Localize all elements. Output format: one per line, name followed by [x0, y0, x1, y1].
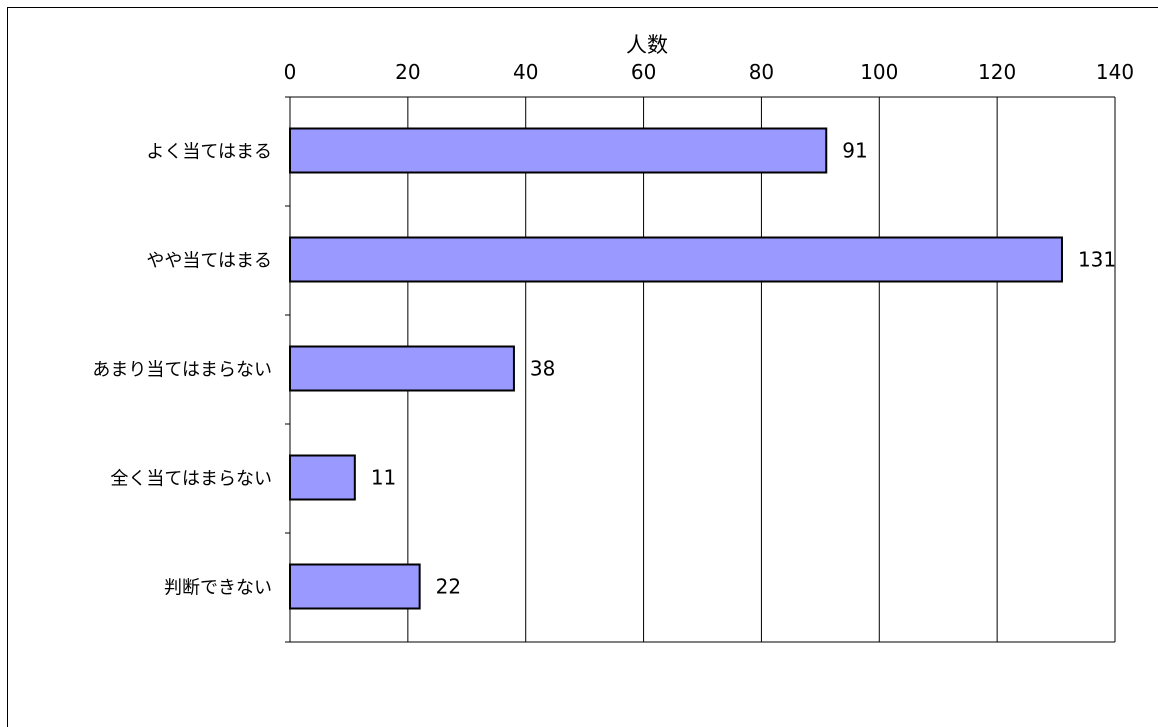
- x-tick-label-140: 140: [1096, 60, 1134, 84]
- chart-frame: [7, 7, 1158, 727]
- bar-4: [289, 563, 421, 610]
- bar-3: [289, 454, 356, 501]
- category-label-1: やや当てはまる: [146, 251, 272, 272]
- category-label-3: 全く当てはまらない: [110, 469, 272, 490]
- bar-1: [289, 236, 1063, 283]
- x-axis-title: 人数: [626, 33, 668, 57]
- x-tick-label-40: 40: [513, 60, 538, 84]
- data-label-1: 131: [1078, 248, 1116, 272]
- x-tick-label-80: 80: [749, 60, 774, 84]
- category-label-2: あまり当てはまらない: [92, 360, 272, 381]
- x-tick-label-60: 60: [631, 60, 656, 84]
- data-label-4: 22: [436, 575, 461, 599]
- data-label-2: 38: [530, 357, 555, 381]
- x-tick-label-100: 100: [860, 60, 898, 84]
- x-tick-label-0: 0: [284, 60, 297, 84]
- x-tick-label-120: 120: [978, 60, 1016, 84]
- category-label-0: よく当てはまる: [146, 142, 272, 163]
- bar-0: [289, 127, 828, 174]
- x-tick-label-20: 20: [395, 60, 420, 84]
- bar-2: [289, 345, 515, 392]
- category-label-4: 判断できない: [164, 578, 272, 599]
- data-label-0: 91: [842, 139, 867, 163]
- data-label-3: 11: [371, 466, 396, 490]
